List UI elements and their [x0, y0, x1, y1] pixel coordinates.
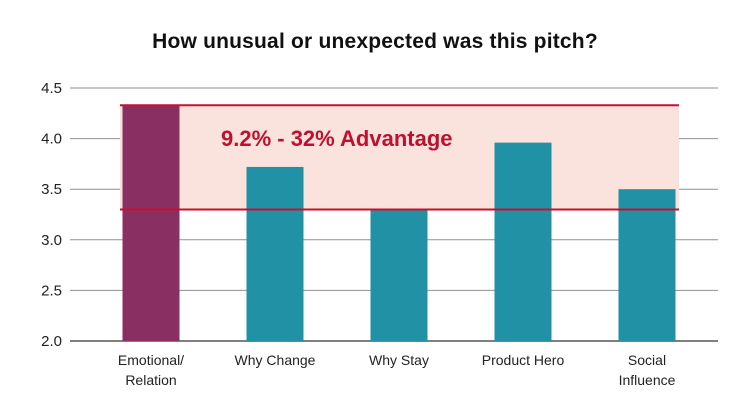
bars [122, 105, 676, 341]
bar [618, 189, 676, 341]
bar [246, 166, 304, 341]
axis-labels: 2.0 2.5 3.0 3.5 4.0 4.5 Emotional/Relation Why … [41, 80, 675, 388]
y-tick-label: 3.0 [41, 232, 62, 249]
x-tick-label: Why Change [235, 352, 316, 368]
chart-title: How unusual or unexpected was this pitch… [152, 30, 598, 53]
x-tick-label: Emotional/Relation [118, 352, 184, 388]
y-tick-label: 2.0 [41, 333, 62, 350]
x-tick-label: Product Hero [482, 352, 565, 368]
advantage-band [120, 105, 679, 210]
y-tick-label: 4.0 [41, 131, 62, 148]
y-tick-label: 2.5 [41, 282, 62, 299]
bar [370, 209, 428, 341]
advantage-lines: 9.2% - 32% Advantage [120, 104, 679, 211]
bar [494, 142, 552, 341]
bar [122, 105, 180, 341]
advantage-band-fill [120, 105, 679, 210]
x-tick-label: Why Stay [369, 352, 429, 368]
advantage-annotation: 9.2% - 32% Advantage [221, 126, 453, 151]
x-tick-label: Social Influence [619, 352, 676, 388]
y-tick-label: 4.5 [41, 80, 62, 97]
y-tick-label: 3.5 [41, 181, 62, 198]
